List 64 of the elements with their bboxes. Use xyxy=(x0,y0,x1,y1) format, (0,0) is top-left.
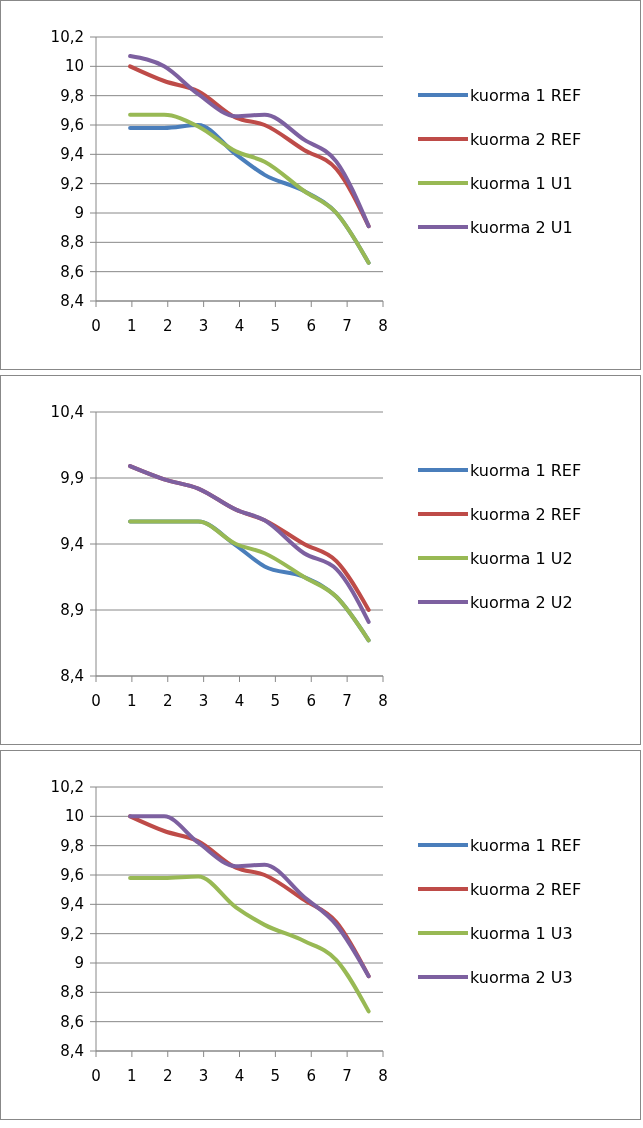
y-tick-label: 9,4 xyxy=(60,895,84,914)
y-tick-label: 9,9 xyxy=(60,469,84,487)
x-tick-label: 4 xyxy=(234,317,245,335)
y-tick-label: 8,6 xyxy=(60,262,84,281)
y-tick-label: 10 xyxy=(64,57,84,76)
x-tick-label: 7 xyxy=(342,1067,352,1085)
x-tick-label: 2 xyxy=(162,317,173,335)
y-tick-label: 10,2 xyxy=(50,778,84,796)
y-tick-label: 10 xyxy=(64,807,84,826)
x-tick-label: 0 xyxy=(91,1067,101,1085)
y-tick-label: 9,2 xyxy=(60,924,84,943)
x-tick-label: 3 xyxy=(198,1067,209,1085)
y-tick-label: 9,2 xyxy=(60,174,84,193)
y-tick-label: 9,6 xyxy=(60,116,84,134)
x-tick-label: 8 xyxy=(378,317,388,335)
legend-label: kuorma 2 REF xyxy=(470,505,582,524)
legend-label: kuorma 1 U3 xyxy=(470,924,573,943)
x-tick-label: 3 xyxy=(198,317,209,335)
legend-label: kuorma 1 REF xyxy=(470,461,582,480)
legend-label: kuorma 2 REF xyxy=(470,880,582,899)
x-tick-label: 1 xyxy=(127,692,137,710)
y-tick-label: 8,4 xyxy=(60,1042,84,1060)
y-tick-label: 8,4 xyxy=(60,667,84,685)
legend-label: kuorma 1 U2 xyxy=(470,549,573,568)
x-tick-label: 8 xyxy=(378,1067,388,1085)
x-tick-label: 8 xyxy=(378,692,388,710)
x-tick-label: 6 xyxy=(306,692,317,710)
x-tick-label: 4 xyxy=(234,692,245,710)
legend-label: kuorma 1 U1 xyxy=(470,174,573,193)
y-tick-label: 8,9 xyxy=(60,601,84,619)
x-tick-label: 0 xyxy=(91,692,101,710)
y-tick-label: 9,6 xyxy=(60,866,84,884)
x-tick-label: 5 xyxy=(270,317,281,335)
y-tick-label: 9 xyxy=(74,204,84,222)
x-tick-label: 7 xyxy=(342,317,352,335)
x-tick-label: 5 xyxy=(270,692,281,710)
y-tick-label: 10,2 xyxy=(50,28,84,46)
y-tick-label: 8,6 xyxy=(60,1012,84,1031)
legend-label: kuorma 1 REF xyxy=(470,836,582,855)
x-tick-label: 4 xyxy=(234,1067,245,1085)
y-tick-label: 8,8 xyxy=(60,233,84,252)
y-tick-label: 9,8 xyxy=(60,836,84,855)
legend-label: kuorma 2 U3 xyxy=(470,968,573,987)
legend-label: kuorma 2 U1 xyxy=(470,218,573,237)
legend-label: kuorma 2 REF xyxy=(470,130,582,149)
y-tick-label: 9,8 xyxy=(60,86,84,105)
x-tick-label: 3 xyxy=(198,692,209,710)
legend-label: kuorma 2 U2 xyxy=(470,593,573,612)
y-tick-label: 9,4 xyxy=(60,145,84,164)
x-tick-label: 5 xyxy=(270,1067,281,1085)
x-tick-label: 1 xyxy=(127,317,137,335)
x-tick-label: 1 xyxy=(127,1067,137,1085)
x-tick-label: 2 xyxy=(162,692,173,710)
y-tick-label: 9,4 xyxy=(60,535,84,553)
x-tick-label: 7 xyxy=(342,692,352,710)
y-tick-label: 8,4 xyxy=(60,292,84,310)
y-tick-label: 10,4 xyxy=(50,403,84,421)
legend-label: kuorma 1 REF xyxy=(470,86,582,105)
x-tick-label: 0 xyxy=(91,317,101,335)
x-tick-label: 2 xyxy=(162,1067,173,1085)
y-tick-label: 9 xyxy=(74,954,84,972)
x-tick-label: 6 xyxy=(306,1067,317,1085)
x-tick-label: 6 xyxy=(306,317,317,335)
y-tick-label: 8,8 xyxy=(60,983,84,1002)
